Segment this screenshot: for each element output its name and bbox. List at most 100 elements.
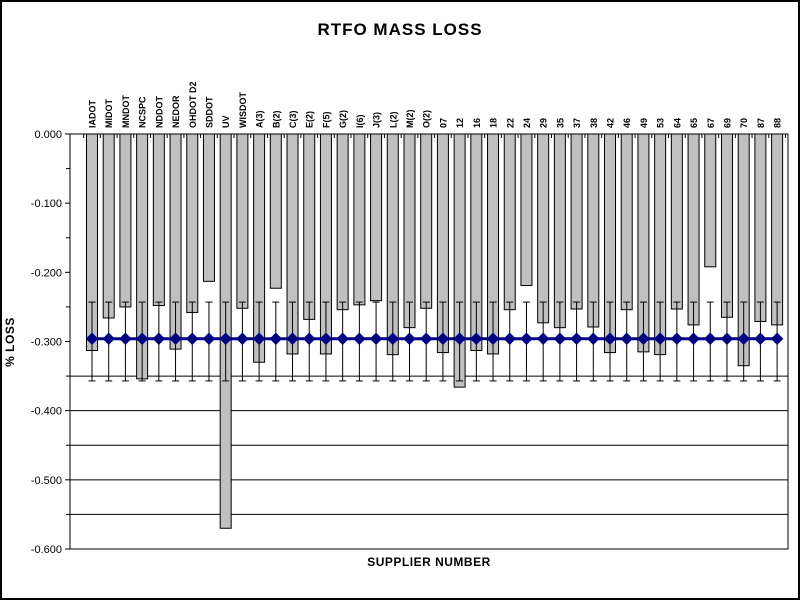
diamond-marker	[119, 332, 132, 345]
bar	[186, 133, 199, 313]
category-label: O(2)	[422, 110, 432, 128]
category-label: 53	[656, 118, 666, 128]
bar	[537, 133, 550, 324]
diamond-marker	[319, 332, 333, 345]
diamond-marker	[169, 332, 182, 345]
diamond-marker	[336, 332, 349, 345]
bar	[520, 133, 533, 286]
category-label: 70	[739, 118, 749, 128]
category-label: IADOT	[88, 100, 98, 129]
category-label: 22	[505, 118, 515, 128]
diamond-marker	[236, 332, 249, 345]
diamond-marker	[553, 332, 567, 345]
diamond-marker	[386, 332, 399, 345]
bar	[336, 133, 349, 311]
diamond-marker	[536, 332, 550, 345]
category-label: G(2)	[338, 110, 348, 128]
category-label: L(2)	[388, 112, 398, 129]
bar	[553, 133, 566, 329]
diamond-marker	[770, 332, 784, 345]
diamond-marker	[453, 332, 466, 345]
bar	[771, 133, 784, 326]
bar	[119, 133, 132, 308]
diamond-marker	[486, 332, 500, 345]
category-label: I(6)	[355, 114, 365, 128]
category-label: 49	[639, 118, 649, 128]
diamond-marker	[503, 332, 516, 345]
category-label: 24	[522, 118, 532, 128]
diamond-marker	[152, 332, 166, 345]
bar	[720, 133, 733, 318]
bar	[403, 133, 416, 329]
bar	[620, 133, 633, 311]
diamond-marker	[102, 332, 115, 345]
diamond-marker	[286, 332, 299, 345]
category-label: WISDOT	[238, 92, 248, 128]
y-tick-label: -0.100	[31, 198, 62, 210]
bar	[704, 133, 717, 268]
category-label: F(5)	[321, 112, 331, 129]
chart-title: RTFO MASS LOSS	[317, 20, 483, 39]
y-tick-label: -0.300	[31, 337, 62, 349]
bar	[420, 133, 433, 309]
category-label: 46	[622, 118, 632, 128]
category-label: NCSPC	[138, 96, 148, 128]
category-label: 88	[773, 118, 783, 128]
category-label: M(2)	[405, 110, 415, 129]
category-label: MNDOT	[121, 95, 131, 128]
category-label: 16	[472, 118, 482, 128]
category-label: 07	[438, 118, 448, 128]
diamond-marker	[470, 332, 483, 345]
bar	[687, 133, 700, 326]
bar	[587, 133, 600, 328]
y-tick-label: 0.000	[34, 129, 62, 141]
bar	[670, 133, 683, 310]
diamond-marker	[419, 332, 433, 345]
diamond-marker	[637, 332, 650, 345]
category-label: E(2)	[305, 111, 315, 128]
diamond-marker	[186, 332, 199, 345]
category-label: NEDOR	[171, 95, 181, 128]
diamond-marker	[85, 332, 99, 345]
diamond-marker	[219, 332, 232, 345]
bar	[503, 133, 516, 311]
category-label: SDDOT	[204, 96, 214, 128]
bar	[353, 133, 366, 306]
diamond-marker	[720, 332, 734, 345]
category-label: C(3)	[288, 110, 298, 128]
bar	[754, 133, 767, 322]
diamond-marker	[603, 332, 617, 345]
bar	[570, 133, 583, 310]
diamond-marker	[303, 332, 316, 345]
category-label: A(3)	[255, 110, 265, 128]
diamond-marker	[570, 332, 583, 345]
diamond-marker	[252, 332, 266, 345]
category-label: 69	[722, 118, 732, 128]
category-label: 35	[555, 118, 565, 128]
diamond-marker	[353, 332, 366, 345]
category-label: 12	[455, 118, 465, 128]
y-tick-label: -0.600	[31, 544, 62, 556]
category-label: J(3)	[372, 112, 382, 128]
diamond-marker	[737, 332, 750, 345]
diamond-marker	[369, 332, 383, 345]
category-label: UV	[221, 115, 231, 128]
bar	[269, 133, 282, 289]
diamond-marker	[202, 332, 216, 345]
bar	[303, 133, 316, 320]
category-label: 18	[489, 118, 499, 128]
diamond-marker	[754, 332, 767, 345]
diamond-marker	[269, 332, 283, 345]
diamond-marker	[520, 332, 533, 345]
diamond-marker	[653, 332, 667, 345]
category-label: 64	[672, 118, 682, 128]
category-label: B(2)	[271, 110, 281, 128]
diamond-marker	[670, 332, 684, 345]
category-label: 67	[706, 118, 716, 128]
bar	[152, 133, 165, 307]
diamond-marker	[620, 332, 633, 345]
y-tick-label: -0.200	[31, 267, 62, 279]
diamond-marker	[436, 332, 450, 345]
